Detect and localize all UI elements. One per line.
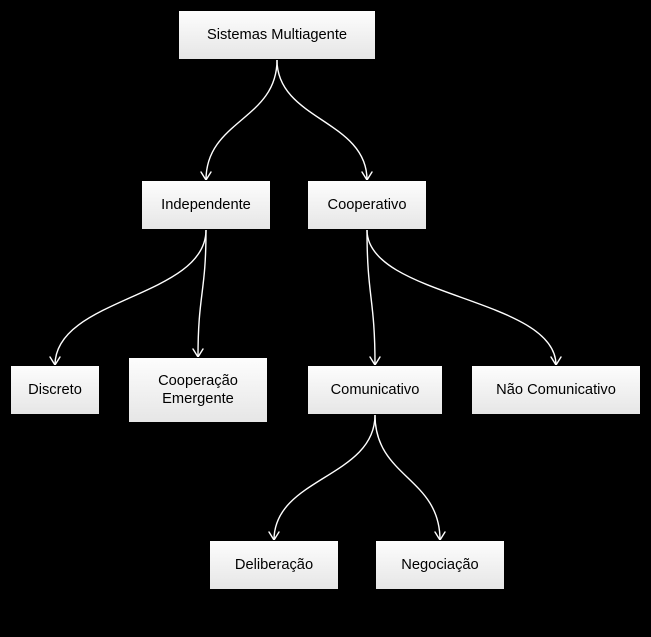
node-comun: Comunicativo xyxy=(307,365,443,415)
node-root: Sistemas Multiagente xyxy=(178,10,376,60)
diagram-stage: Sistemas Multiagente Independente Cooper… xyxy=(0,0,651,637)
node-label: Cooperativo xyxy=(327,196,406,214)
node-delib: Deliberação xyxy=(209,540,339,590)
node-label: Independente xyxy=(161,196,251,214)
node-label: Deliberação xyxy=(235,556,313,574)
node-label: Discreto xyxy=(28,381,82,399)
node-label: Comunicativo xyxy=(331,381,420,399)
node-emerg: Cooperação Emergente xyxy=(128,357,268,423)
node-indep: Independente xyxy=(141,180,271,230)
node-label: Negociação xyxy=(401,556,478,574)
node-negoc: Negociação xyxy=(375,540,505,590)
node-ncomun: Não Comunicativo xyxy=(471,365,641,415)
node-coop: Cooperativo xyxy=(307,180,427,230)
node-label: Não Comunicativo xyxy=(496,381,616,399)
node-label: Sistemas Multiagente xyxy=(207,26,347,44)
node-label: Cooperação Emergente xyxy=(135,372,261,409)
node-discr: Discreto xyxy=(10,365,100,415)
